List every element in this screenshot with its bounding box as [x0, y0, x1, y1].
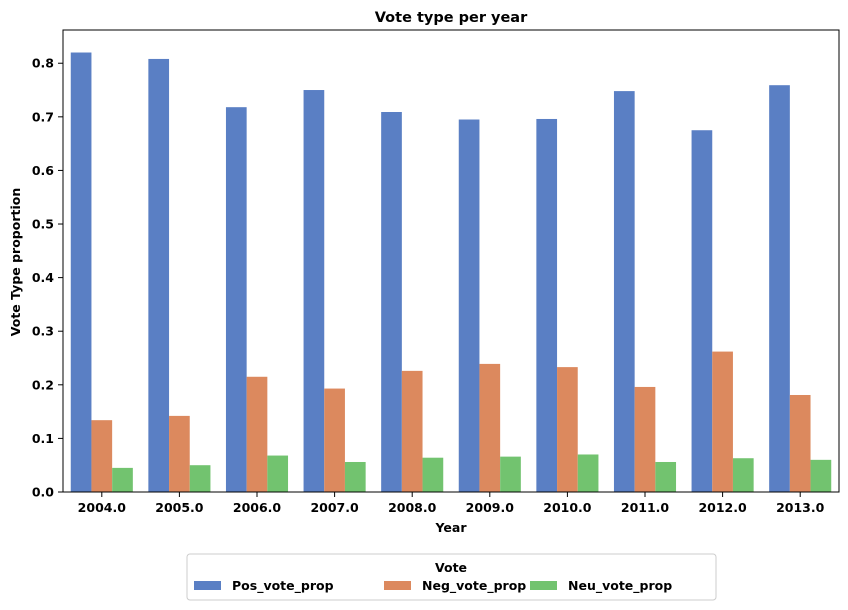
bar-pos-vote-prop-2006-0: [225, 107, 247, 493]
bar-neu-vote-prop-2012-0: [732, 458, 754, 492]
y-tick-label: 0.5: [32, 217, 54, 232]
legend-label-neu-vote-prop: Neu_vote_prop: [568, 578, 672, 594]
x-tick-label: 2006.0: [233, 500, 282, 515]
plot-area: 2004.0 2005.0 2006.0 2007.0 2008.0 2009.0 2010…: [32, 29, 840, 515]
bar-neu-vote-prop-2011-0: [655, 461, 677, 492]
bar-pos-vote-prop-2005-0: [148, 58, 170, 492]
legend-frame: [186, 553, 717, 601]
bar-neg-vote-prop-2009-0: [479, 363, 501, 492]
bar-pos-vote-prop-2004-0: [70, 52, 92, 492]
y-tick-label: 0.3: [32, 324, 54, 339]
x-tick-label: 2008.0: [388, 500, 437, 515]
bar-pos-vote-prop-2012-0: [691, 130, 713, 493]
y-tick-label: 0.4: [32, 270, 54, 285]
bar-neu-vote-prop-2007-0: [344, 461, 366, 492]
y-axis-label: Vote Type proportion: [8, 188, 23, 337]
legend-title: Vote: [435, 560, 467, 575]
x-tick-label: 2004.0: [78, 500, 127, 515]
bar-neu-vote-prop-2013-0: [810, 459, 832, 492]
y-tick-label: 0.6: [32, 163, 54, 178]
bar-neg-vote-prop-2008-0: [401, 370, 423, 492]
y-tick-label: 0.1: [32, 431, 54, 446]
bar-neu-vote-prop-2005-0: [189, 465, 211, 492]
bar-pos-vote-prop-2013-0: [769, 85, 790, 492]
x-tick-label: 2012.0: [698, 500, 747, 515]
bar-neg-vote-prop-2004-0: [91, 420, 113, 492]
x-tick-label: 2005.0: [155, 500, 204, 515]
y-tick-label: 0.0: [32, 485, 54, 500]
x-tick-label: 2010.0: [543, 500, 592, 515]
bar-pos-vote-prop-2008-0: [381, 112, 402, 492]
legend-swatch-neu-vote-prop: [530, 581, 557, 590]
bar-neu-vote-prop-2010-0: [577, 454, 599, 492]
bar-neg-vote-prop-2006-0: [246, 376, 268, 492]
x-axis-label: Year: [435, 520, 468, 535]
bar-neu-vote-prop-2006-0: [267, 455, 289, 492]
plot-frame: [62, 29, 840, 493]
legend: Vote Pos_vote_prop Neg_vote_prop Neu_vote_…: [186, 553, 717, 601]
y-tick-label: 0.2: [32, 377, 54, 392]
x-tick-label: 2007.0: [310, 500, 359, 515]
legend-swatch-pos-vote-prop: [194, 581, 221, 590]
legend-swatch-neg-vote-prop: [384, 581, 411, 590]
bar-pos-vote-prop-2011-0: [613, 91, 635, 492]
bar-neu-vote-prop-2004-0: [112, 467, 133, 492]
x-tick-label: 2013.0: [776, 500, 825, 515]
bar-neg-vote-prop-2010-0: [557, 367, 578, 492]
bar-neg-vote-prop-2012-0: [712, 351, 733, 492]
bar-pos-vote-prop-2007-0: [303, 90, 325, 492]
bar-pos-vote-prop-2009-0: [458, 119, 480, 492]
bar-neu-vote-prop-2008-0: [422, 457, 444, 492]
y-tick-label: 0.7: [32, 109, 54, 124]
bar-neg-vote-prop-2013-0: [789, 394, 811, 492]
x-tick-label: 2011.0: [621, 500, 670, 515]
legend-label-neg-vote-prop: Neg_vote_prop: [422, 578, 526, 594]
bar-neu-vote-prop-2009-0: [500, 456, 521, 492]
bar-neg-vote-prop-2011-0: [634, 386, 656, 492]
x-tick-label: 2009.0: [466, 500, 515, 515]
bar-neg-vote-prop-2007-0: [324, 388, 345, 492]
bar-neg-vote-prop-2005-0: [169, 415, 190, 492]
chart-title: Vote type per year: [375, 10, 528, 26]
y-tick-label: 0.8: [32, 56, 54, 71]
bar-pos-vote-prop-2010-0: [536, 118, 558, 492]
legend-label-pos-vote-prop: Pos_vote_prop: [232, 578, 334, 594]
